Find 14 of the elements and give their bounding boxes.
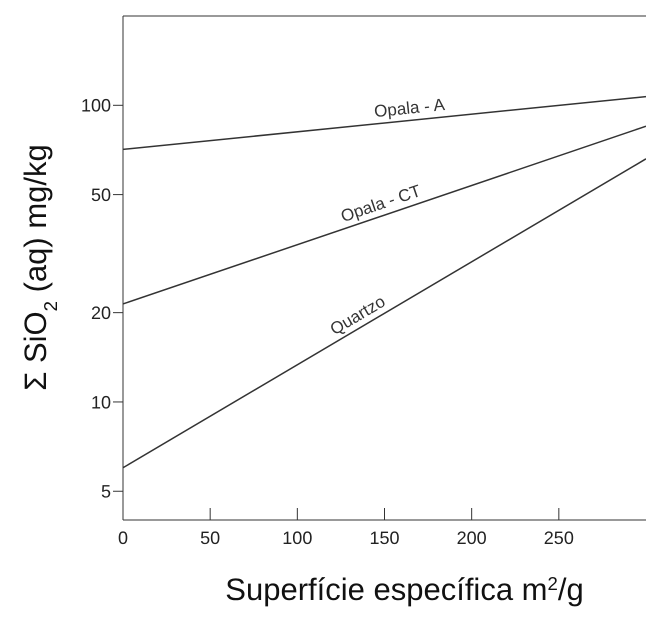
x-tick-label: 150	[369, 528, 400, 548]
text: Opala - CT	[338, 181, 424, 226]
text: Opala - A	[373, 95, 446, 122]
x-tick-label: 200	[456, 528, 487, 548]
y-tick-label: 10	[90, 392, 111, 412]
y-tick-label: 20	[90, 303, 111, 324]
x-tick-label: 50	[200, 528, 220, 548]
x-tick-label: 0	[118, 528, 128, 548]
y-tick-label: 50	[90, 184, 111, 205]
x-tick-label: 100	[282, 528, 312, 548]
x-axis-title: Superfície específica m$^{2}$/g	[225, 572, 584, 607]
y-tick-label: 100	[80, 96, 111, 116]
y-tick-label: 5	[100, 482, 111, 502]
x-tick-label: 250	[544, 528, 574, 548]
